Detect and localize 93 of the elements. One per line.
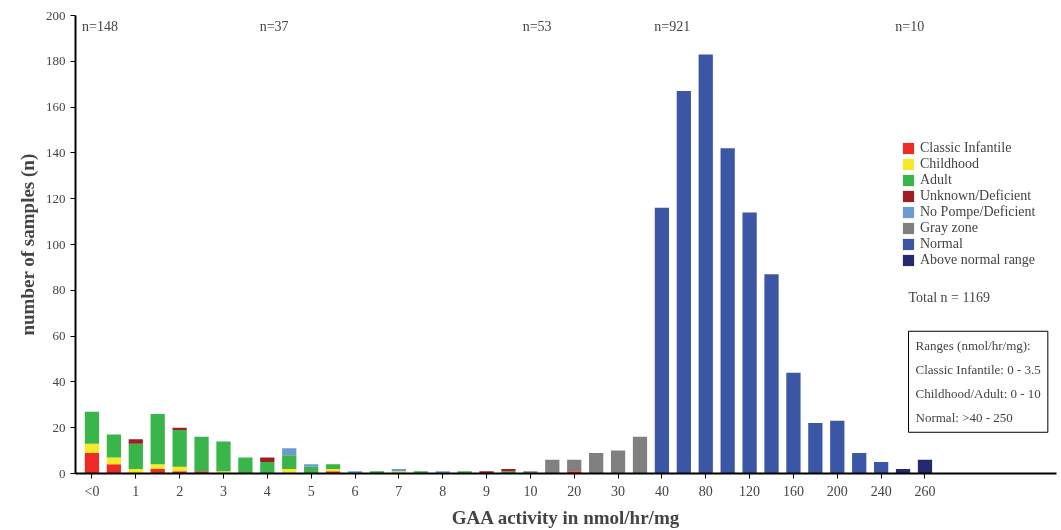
y-axis-title: number of samples (n) [17, 153, 39, 336]
bar [84, 452, 100, 474]
bar [830, 420, 845, 474]
bar [282, 455, 297, 469]
annotation: Total n = 1169 [908, 289, 990, 305]
x-tick-label: 260 [914, 483, 936, 499]
legend-label: Above normal range [920, 252, 1036, 268]
bar [128, 439, 143, 444]
bar [545, 459, 560, 474]
legend-label: Unknown/Deficient [920, 188, 1032, 204]
annotation: Normal: >40 - 250 [915, 410, 1013, 426]
legend-label: Adult [920, 172, 952, 188]
annotation: n=10 [895, 19, 925, 35]
bar [589, 452, 604, 474]
bar [106, 457, 121, 465]
x-tick-label: 20 [567, 483, 582, 499]
bar [194, 471, 209, 474]
x-tick-label: 10 [523, 483, 538, 499]
bar [216, 441, 231, 472]
x-tick-label: 40 [654, 483, 669, 499]
bar [84, 443, 100, 453]
bar [260, 462, 275, 474]
x-tick-label: 5 [307, 483, 315, 499]
bar [84, 411, 100, 444]
y-tick-label: 40 [52, 373, 66, 389]
bar [720, 148, 735, 474]
y-tick-label: 120 [46, 190, 66, 206]
y-tick-label: 60 [52, 328, 66, 344]
y-tick-label: 140 [46, 144, 66, 160]
bar [106, 434, 121, 458]
bar [216, 471, 231, 474]
x-tick-label: 160 [782, 483, 804, 499]
bar [106, 464, 121, 474]
bar [238, 457, 253, 474]
y-tick-label: 0 [59, 465, 66, 481]
bar [260, 457, 275, 463]
bar [150, 464, 165, 469]
legend-label: Gray zone [920, 220, 978, 236]
bar [874, 462, 889, 474]
bar [917, 459, 933, 474]
legend-label: Classic Infantile [920, 140, 1012, 156]
bar [523, 471, 538, 474]
legend-label: Childhood [920, 156, 980, 172]
bar [764, 274, 779, 474]
bar [610, 450, 626, 474]
y-tick-label: 80 [52, 282, 66, 298]
x-tick-label: 30 [611, 483, 626, 499]
y-tick-label: 160 [46, 99, 66, 115]
annotation: Classic Infantile: 0 - 3.5 [915, 362, 1041, 378]
x-tick-label: 240 [870, 483, 892, 499]
annotation: Ranges (nmol/hr/mg): [915, 338, 1031, 354]
x-tick-label: 7 [395, 483, 403, 499]
x-tick-label: 120 [739, 483, 761, 499]
x-axis-title: GAA activity in nmol/hr/mg [451, 506, 680, 528]
x-tick-label: 80 [698, 483, 713, 499]
bar [128, 443, 143, 469]
bar [567, 459, 582, 472]
annotation: n=148 [82, 19, 118, 35]
bar [742, 212, 757, 474]
y-tick-label: 200 [46, 7, 66, 23]
x-tick-label: <0 [84, 483, 100, 499]
y-tick-label: 20 [52, 419, 66, 435]
bar [457, 471, 472, 474]
y-tick-label: 100 [46, 236, 66, 252]
annotation: Childhood/Adult: 0 - 10 [915, 386, 1041, 402]
legend-label: Normal [920, 236, 963, 252]
bar [852, 452, 867, 474]
bar [282, 448, 297, 456]
bar [698, 54, 713, 474]
x-tick-label: 1 [132, 483, 140, 499]
annotation: n=53 [522, 19, 552, 35]
bar [676, 91, 691, 474]
bar [150, 413, 165, 465]
bar [479, 471, 494, 474]
annotation: n=921 [654, 19, 691, 35]
y-tick-label: 180 [46, 53, 66, 69]
x-tick-label: 9 [483, 483, 491, 499]
legend-label: No Pompe/Deficient [920, 204, 1036, 220]
x-tick-label: 8 [439, 483, 447, 499]
bar [194, 436, 209, 472]
bar [654, 207, 670, 474]
bar [304, 464, 319, 467]
annotation: n=37 [259, 19, 289, 35]
x-tick-label: 6 [351, 483, 359, 499]
bar [808, 423, 823, 474]
x-tick-label: 200 [826, 483, 848, 499]
x-tick-label: 3 [219, 483, 227, 499]
x-tick-label: 2 [176, 483, 184, 499]
bar [632, 436, 648, 474]
bar [786, 372, 801, 474]
bar [172, 429, 187, 467]
x-tick-label: 4 [263, 483, 271, 499]
bar [325, 464, 341, 469]
